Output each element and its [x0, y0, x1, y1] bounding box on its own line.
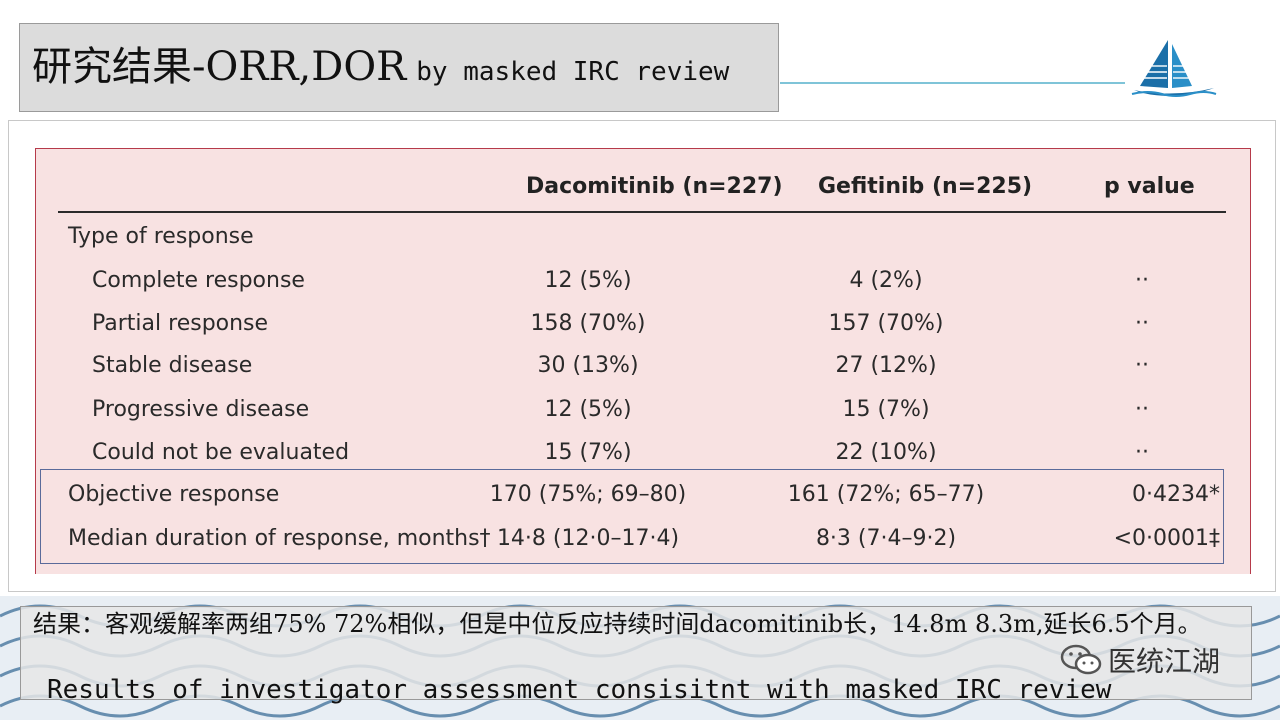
highlight-box [40, 469, 1224, 564]
cell-gefitinib: 15 (7%) [842, 397, 930, 422]
row-label: Complete response [92, 268, 305, 293]
cell-dacomitinib: 12 (5%) [544, 268, 632, 293]
cell-pvalue: ·· [1135, 440, 1149, 465]
row-label: Objective response [68, 482, 280, 507]
cell-pvalue: 0·4234* [1132, 482, 1220, 507]
page-title: 研究结果-ORR,DOR by masked IRC review [32, 44, 730, 90]
row-label: Partial response [92, 311, 269, 336]
cell-pvalue: ·· [1135, 311, 1149, 336]
title-divider [780, 82, 1125, 84]
cell-dacomitinib: 30 (13%) [537, 353, 639, 378]
cell-dacomitinib: 158 (70%) [530, 311, 646, 336]
cell-pvalue: ·· [1135, 397, 1149, 422]
cell-gefitinib: 22 (10%) [835, 440, 937, 465]
cell-dacomitinib: 14·8 (12·0–17·4) [496, 526, 680, 551]
cell-gefitinib: 8·3 (7·4–9·2) [815, 526, 957, 551]
row-label: Progressive disease [92, 397, 310, 422]
conclusion-english: Results of investigator assessment consi… [47, 675, 1112, 705]
cell-gefitinib: 157 (70%) [828, 311, 944, 336]
row-label: Stable disease [92, 353, 253, 378]
page-subtitle: by masked IRC review [416, 57, 730, 87]
conclusion-box: 结果：客观缓解率两组75% 72%相似，但是中位反应持续时间dacomitini… [20, 606, 1252, 705]
wechat-icon [1060, 644, 1102, 675]
cell-pvalue: ·· [1135, 353, 1149, 378]
col-header-gefitinib: Gefitinib (n=225) [818, 174, 1033, 199]
wechat-account-name: 医统江湖 [1108, 645, 1221, 678]
sailboat-logo-icon [1131, 40, 1217, 97]
cell-pvalue: <0·0001‡ [1113, 526, 1220, 551]
row-label: Could not be evaluated [92, 440, 350, 465]
wechat-watermark: 医统江湖 [1060, 640, 1220, 680]
cell-gefitinib: 27 (12%) [835, 353, 937, 378]
section-label: Type of response [68, 224, 254, 249]
row-label: Median duration of response, months† [68, 526, 491, 551]
conclusion-chinese: 结果：客观缓解率两组75% 72%相似，但是中位反应持续时间dacomitini… [33, 610, 1202, 638]
cell-dacomitinib: 170 (75%; 69–80) [489, 482, 687, 507]
col-header-dacomitinib: Dacomitinib (n=227) [526, 174, 783, 199]
cell-gefitinib: 4 (2%) [849, 268, 923, 293]
col-header-pvalue: p value [1104, 174, 1195, 199]
cell-gefitinib: 161 (72%; 65–77) [787, 482, 985, 507]
cell-dacomitinib: 12 (5%) [544, 397, 632, 422]
cell-pvalue: ·· [1135, 268, 1149, 293]
title-banner: 研究结果-ORR,DOR by masked IRC review [19, 23, 779, 112]
results-table [35, 148, 1251, 574]
header-rule [58, 211, 1226, 213]
cell-dacomitinib: 15 (7%) [544, 440, 632, 465]
